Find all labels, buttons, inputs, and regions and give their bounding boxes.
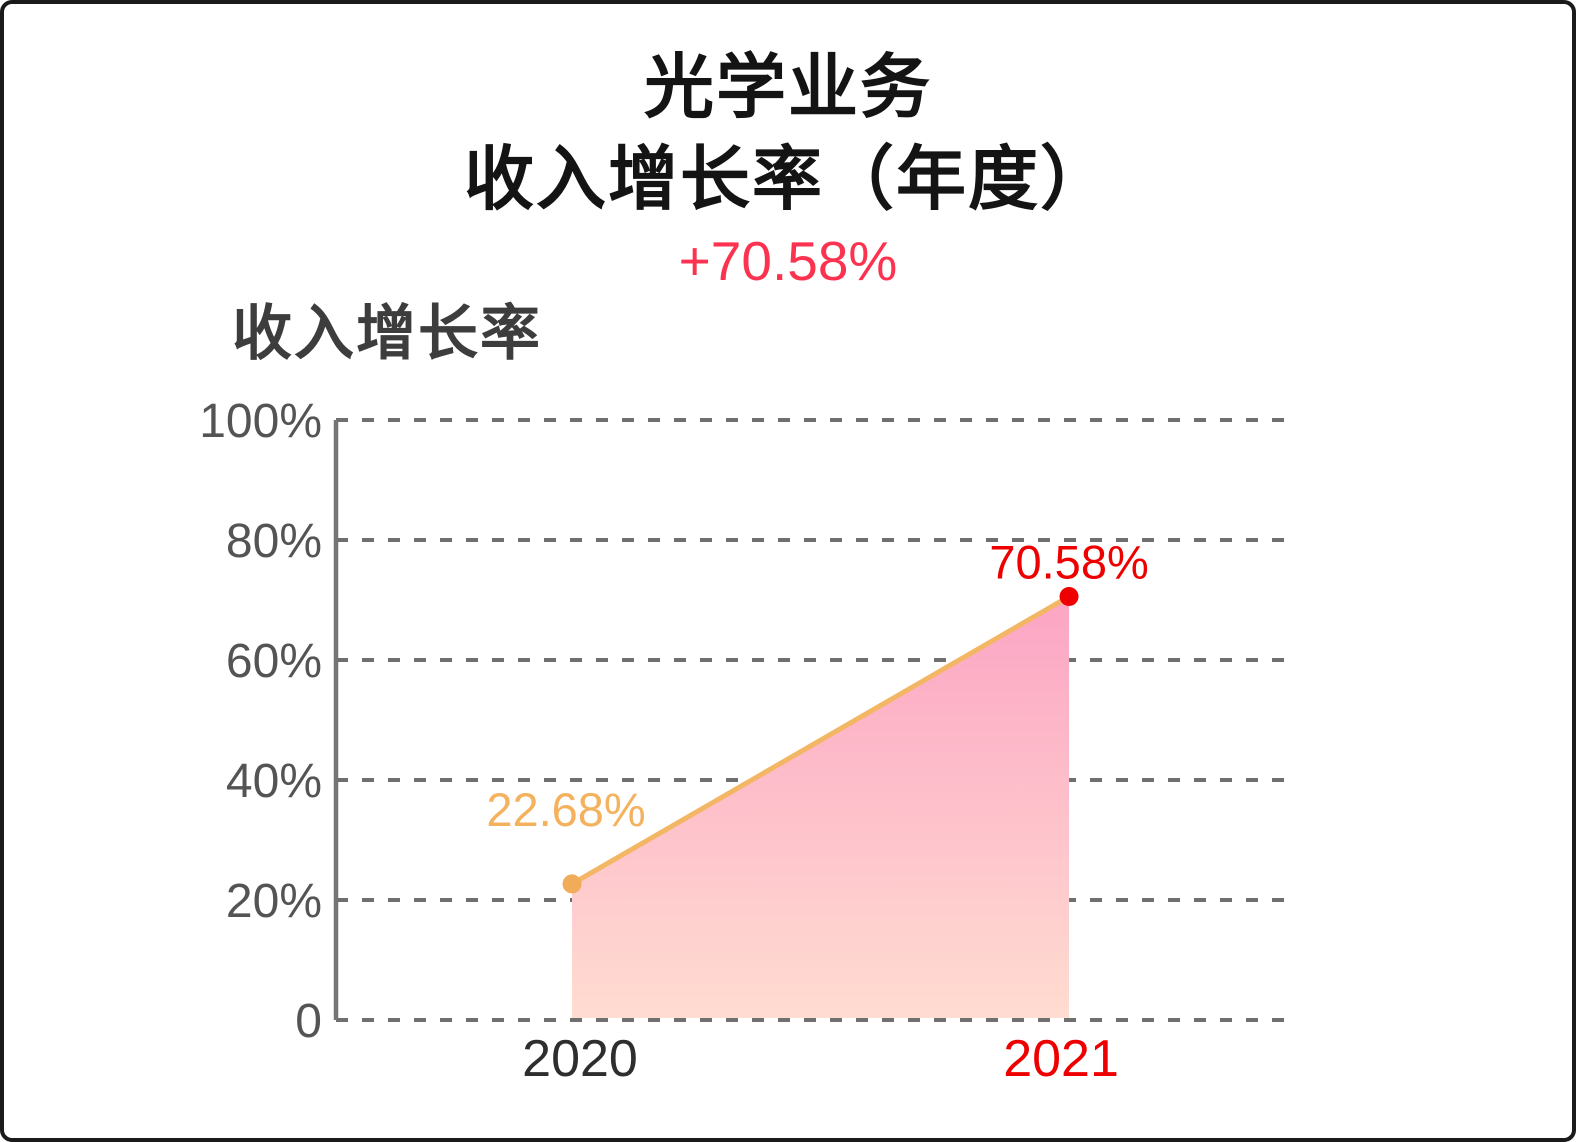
y-tick-label-100: 100% <box>199 395 322 448</box>
point-label-2021: 70.58% <box>989 536 1148 589</box>
x-axis-label-2020: 2020 <box>522 1030 638 1088</box>
y-tick-label-40: 40% <box>226 755 322 808</box>
y-tick-label-60: 60% <box>226 635 322 688</box>
y-tick-label-80: 80% <box>226 515 322 568</box>
area-fill <box>572 596 1070 1018</box>
change-percentage-label: +70.58% <box>678 230 898 292</box>
data-point-2021 <box>1059 587 1079 607</box>
y-axis-section-title: 收入增长率 <box>232 300 542 367</box>
growth-area-chart: 0 20% 40% 60% 80% 100% 22.68% 2020 70.58% 2021 <box>199 395 1290 1088</box>
point-label-2020: 22.68% <box>486 783 645 836</box>
x-axis-label-2021: 2021 <box>1003 1030 1119 1088</box>
y-tick-label-0: 0 <box>295 995 322 1048</box>
data-point-2020 <box>562 874 582 894</box>
chart-main-title: 光学业务 <box>644 48 932 126</box>
y-tick-label-20: 20% <box>226 875 322 928</box>
trend-line <box>569 594 1072 887</box>
chart-sub-title: 收入增长率（年度） <box>464 140 1112 218</box>
